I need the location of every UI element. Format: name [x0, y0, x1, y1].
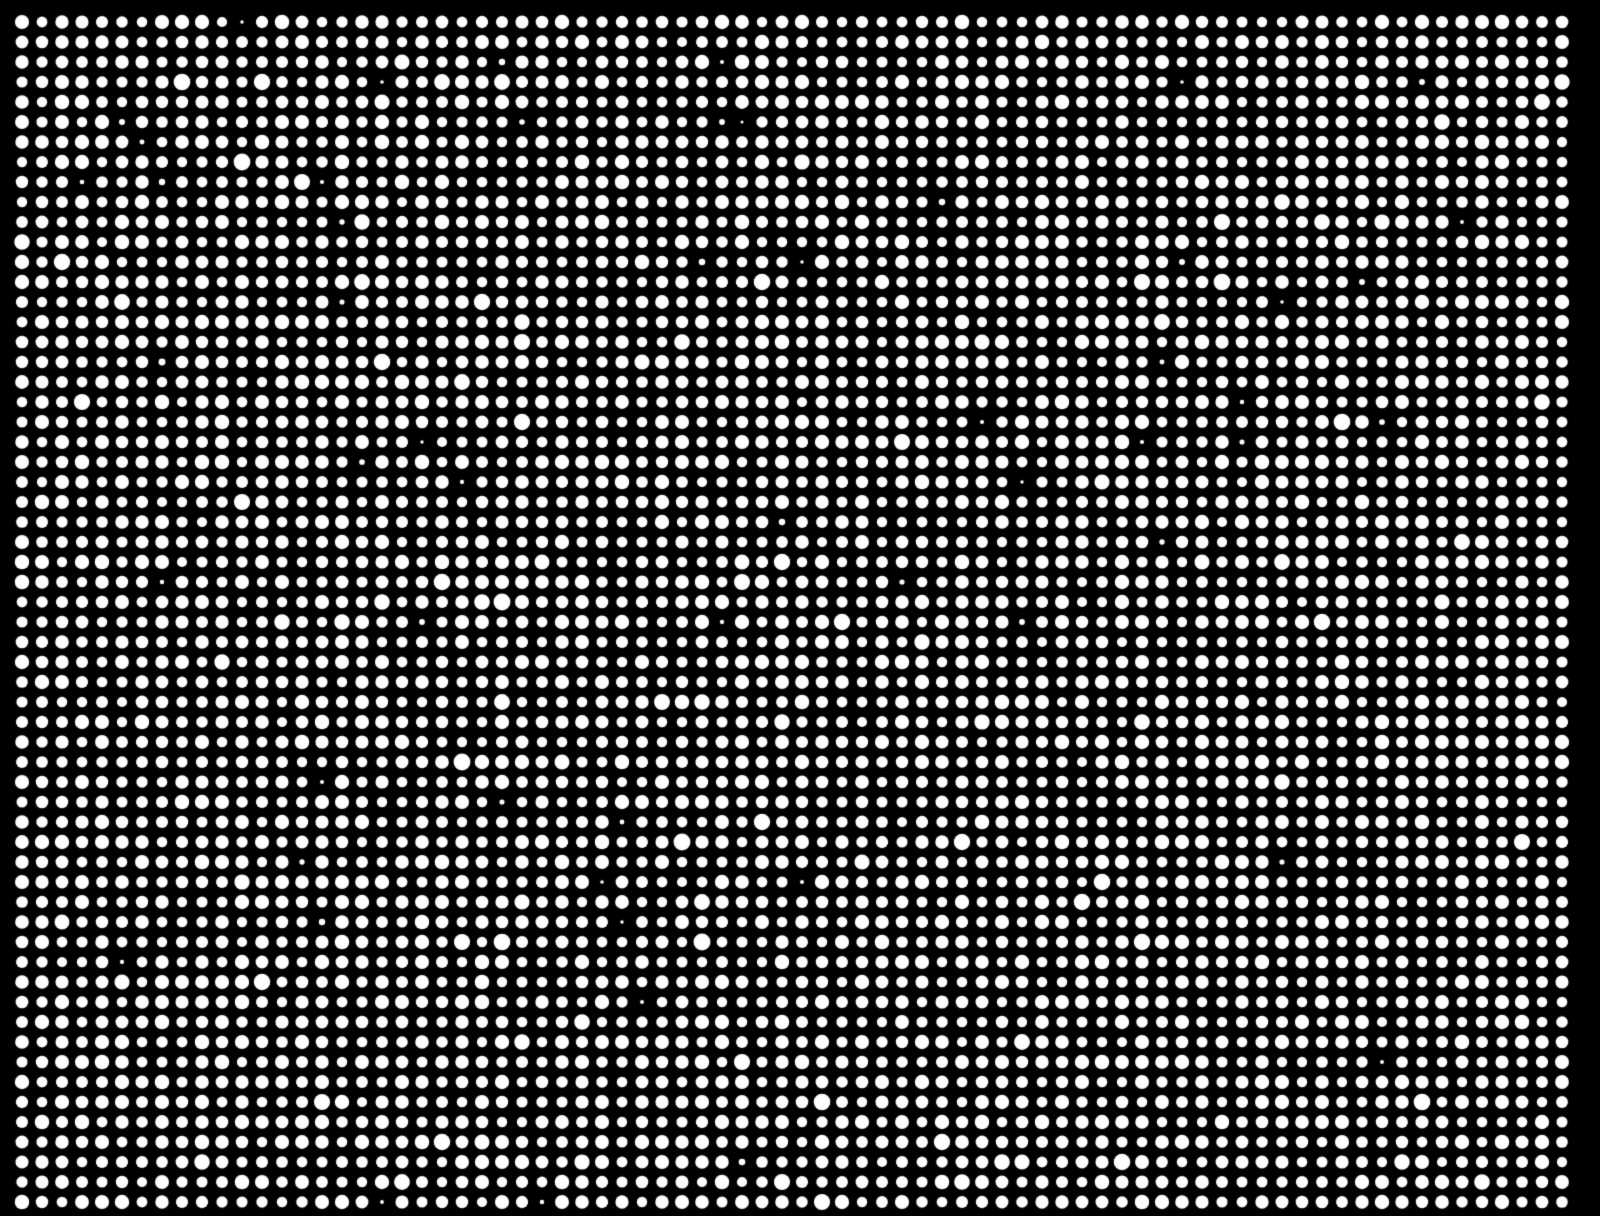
halftone-pattern-container	[0, 0, 1600, 1216]
halftone-dot-grid	[0, 0, 1600, 1216]
